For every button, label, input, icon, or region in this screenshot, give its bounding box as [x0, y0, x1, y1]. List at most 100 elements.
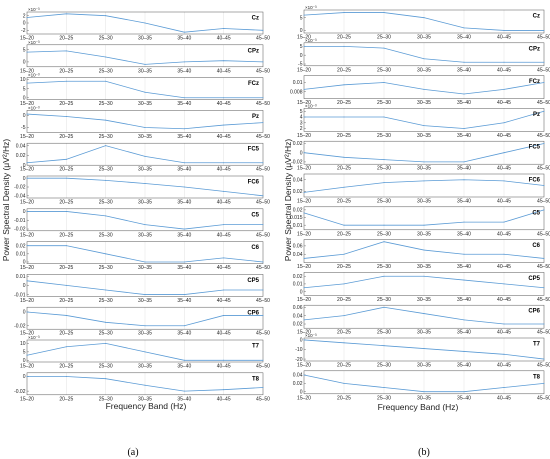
y-tick-label: 5: [300, 15, 303, 21]
subplot-cpz: 50×10⁻³15–20 20–25 25–30 30–35 35–40 40–45 45–…: [20, 40, 270, 75]
y-tick-label: 0: [300, 289, 303, 295]
data-point: [303, 374, 305, 376]
x-tick-label: 15–20: [20, 68, 34, 74]
channel-label: FC5: [529, 145, 541, 151]
y-tick-label: 0.02: [293, 189, 303, 195]
data-point: [144, 63, 146, 65]
x-tick-label: 25–30: [99, 265, 113, 271]
x-tick-label: 45–50: [256, 134, 270, 140]
axes-box: [303, 9, 545, 34]
x-tick-label: 30–35: [417, 67, 431, 73]
exponent-label: ×10⁻³: [28, 40, 40, 45]
data-point: [543, 257, 545, 259]
data-point: [105, 56, 107, 58]
x-tick-label: 45–50: [256, 265, 270, 271]
data-point: [223, 97, 225, 99]
y-tick-label: 5: [23, 47, 26, 53]
y-tick-label: 0: [23, 374, 26, 380]
x-tick-label: 25–30: [377, 199, 391, 205]
data-point: [65, 158, 67, 160]
subplot-fc5: 0.04 0.02 015–20 20–25 25–30 30–35 35–40 40–45 4…: [16, 142, 270, 173]
channel-label: C6: [532, 243, 540, 249]
data-point: [144, 155, 146, 157]
x-tick-label: 15–20: [20, 265, 34, 271]
data-point: [65, 177, 67, 179]
y-tick-label: 0: [300, 28, 303, 34]
x-tick-label: 20–25: [337, 297, 351, 303]
data-point: [383, 275, 385, 277]
x-tick-label: 30–35: [138, 101, 152, 107]
y-tick-label: 5: [23, 350, 26, 356]
axes-box: [26, 110, 264, 133]
data-point: [343, 12, 345, 14]
x-tick-label: 25–30: [99, 232, 113, 238]
data-point: [65, 13, 67, 15]
y-tick-label: -0.02: [14, 185, 26, 191]
x-tick-label: 15–20: [20, 36, 34, 42]
channel-label: CPz: [248, 48, 259, 54]
panel-b: 50×10⁻³15–20 20–25 25–30 30–35 35–40 40–45 45–…: [290, 5, 550, 401]
data-point: [423, 88, 425, 90]
x-tick-label: 25–30: [99, 396, 113, 402]
x-tick-label: 25–30: [99, 200, 113, 206]
data-point: [463, 93, 465, 95]
x-tick-label: 15–20: [20, 167, 34, 173]
axes-box: [26, 208, 264, 232]
data-point: [223, 60, 225, 62]
x-tick-label: 15–20: [20, 298, 34, 304]
x-tick-label: 40–45: [217, 396, 231, 402]
panel-a-xlabel: Frequency Band (Hz): [106, 401, 187, 411]
data-point: [343, 45, 345, 47]
data-point: [303, 45, 305, 47]
x-tick-label: 15–20: [297, 166, 311, 172]
data-point: [303, 191, 305, 193]
x-tick-label: 45–50: [537, 133, 550, 139]
data-point: [223, 289, 225, 291]
data-point: [144, 224, 146, 226]
y-tick-label: 0.02: [293, 274, 303, 280]
x-tick-label: 15–20: [297, 100, 311, 106]
axes-box: [303, 370, 545, 395]
data-point: [463, 27, 465, 29]
x-tick-label: 15–20: [297, 231, 311, 237]
data-point: [65, 314, 67, 316]
y-tick-label: 0: [23, 260, 26, 266]
data-point: [144, 182, 146, 184]
y-tick-label: -0.02: [14, 227, 26, 233]
data-point: [223, 389, 225, 391]
subplot-cp6: 0 -0.02 15–20 20–25 25–30 30–35 35–40 40–45 45–5…: [14, 306, 270, 337]
data-point: [223, 162, 225, 164]
channel-label: C5: [251, 212, 259, 218]
y-tick-label: 0.04: [293, 252, 303, 258]
x-tick-label: 25–30: [99, 298, 113, 304]
data-point: [503, 61, 505, 63]
data-point: [303, 339, 305, 341]
subplot-cz: 50×10⁻³15–20 20–25 25–30 30–35 35–40 40–45 45–…: [297, 5, 550, 41]
x-tick-label: 45–50: [256, 36, 270, 42]
axes-box: [26, 44, 264, 68]
data-point: [65, 210, 67, 212]
data-point: [105, 119, 107, 121]
data-point: [423, 348, 425, 350]
x-tick-label: 30–35: [138, 298, 152, 304]
data-point: [105, 179, 107, 181]
data-point: [223, 124, 225, 126]
data-point: [303, 14, 305, 16]
data-point: [383, 82, 385, 83]
x-tick-label: 25–30: [377, 100, 391, 106]
data-point: [463, 61, 465, 63]
x-tick-label: 30–35: [417, 100, 431, 106]
x-tick-label: 35–40: [177, 200, 191, 206]
subplot-t8: 0.04 0.02 015–20 20–25 25–30 30–35 35–40 40–45 4…: [293, 370, 550, 401]
data-point: [183, 390, 185, 392]
x-tick-label: 40–45: [497, 199, 511, 205]
data-point: [144, 91, 146, 93]
subplot-cz: 20-2×10⁻³15–20 20–25 25–30 30–35 35–40 40–45 4…: [20, 7, 270, 42]
y-tick-label: 0: [300, 53, 303, 59]
data-point: [343, 84, 345, 86]
axes-box: [26, 372, 264, 396]
x-tick-label: 40–45: [217, 134, 231, 140]
y-tick-label: 4: [300, 115, 303, 121]
